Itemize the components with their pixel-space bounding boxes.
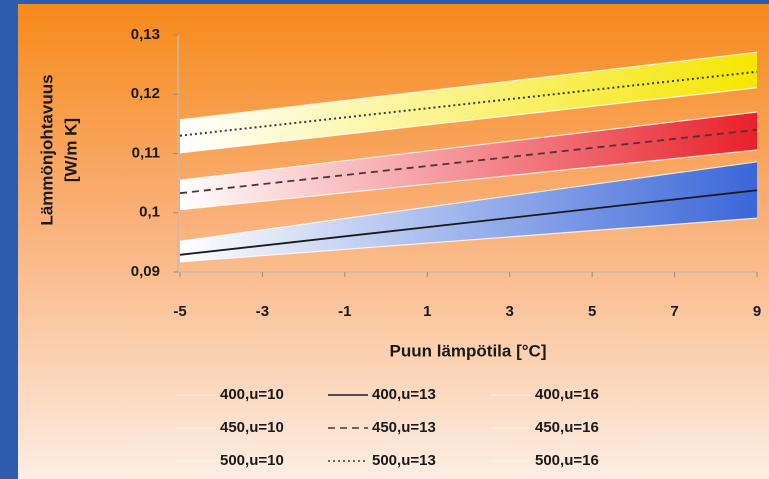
x-tick-label: -1	[338, 303, 351, 320]
x-tick-label: -5	[173, 303, 186, 320]
legend-label: 400,u=10	[220, 386, 284, 403]
legend-label: 450,u=10	[220, 419, 284, 436]
legend-label: 500,u=10	[220, 452, 284, 469]
legend-label: 500,u=16	[535, 452, 599, 469]
y-tick-label: 0,09	[131, 263, 160, 280]
y-tick-label: 0,1	[139, 204, 160, 221]
x-tick-label: -3	[256, 303, 269, 320]
legend-label: 400,u=13	[372, 386, 436, 403]
y-axis-title-line: Lämmönjohtavuus	[37, 74, 56, 225]
legend-label: 450,u=16	[535, 419, 599, 436]
x-tick-label: 9	[753, 303, 761, 320]
y-axis-title-line: [W/m K]	[61, 118, 80, 182]
chart: Lämmönjohtavuus [W/m K] Puun lämpötila [°…	[0, 0, 769, 479]
y-tick-label: 0,12	[131, 85, 160, 102]
x-axis-title: Puun lämpötila [°C]	[390, 341, 547, 360]
legend-label: 500,u=13	[372, 452, 436, 469]
x-tick-label: 7	[670, 303, 678, 320]
x-tick-label: 3	[506, 303, 514, 320]
x-tick-label: 1	[423, 303, 431, 320]
legend-label: 450,u=13	[372, 419, 436, 436]
legend-label: 400,u=16	[535, 386, 599, 403]
x-tick-label: 5	[588, 303, 596, 320]
y-tick-label: 0,13	[131, 26, 160, 43]
y-tick-label: 0,11	[132, 144, 160, 161]
